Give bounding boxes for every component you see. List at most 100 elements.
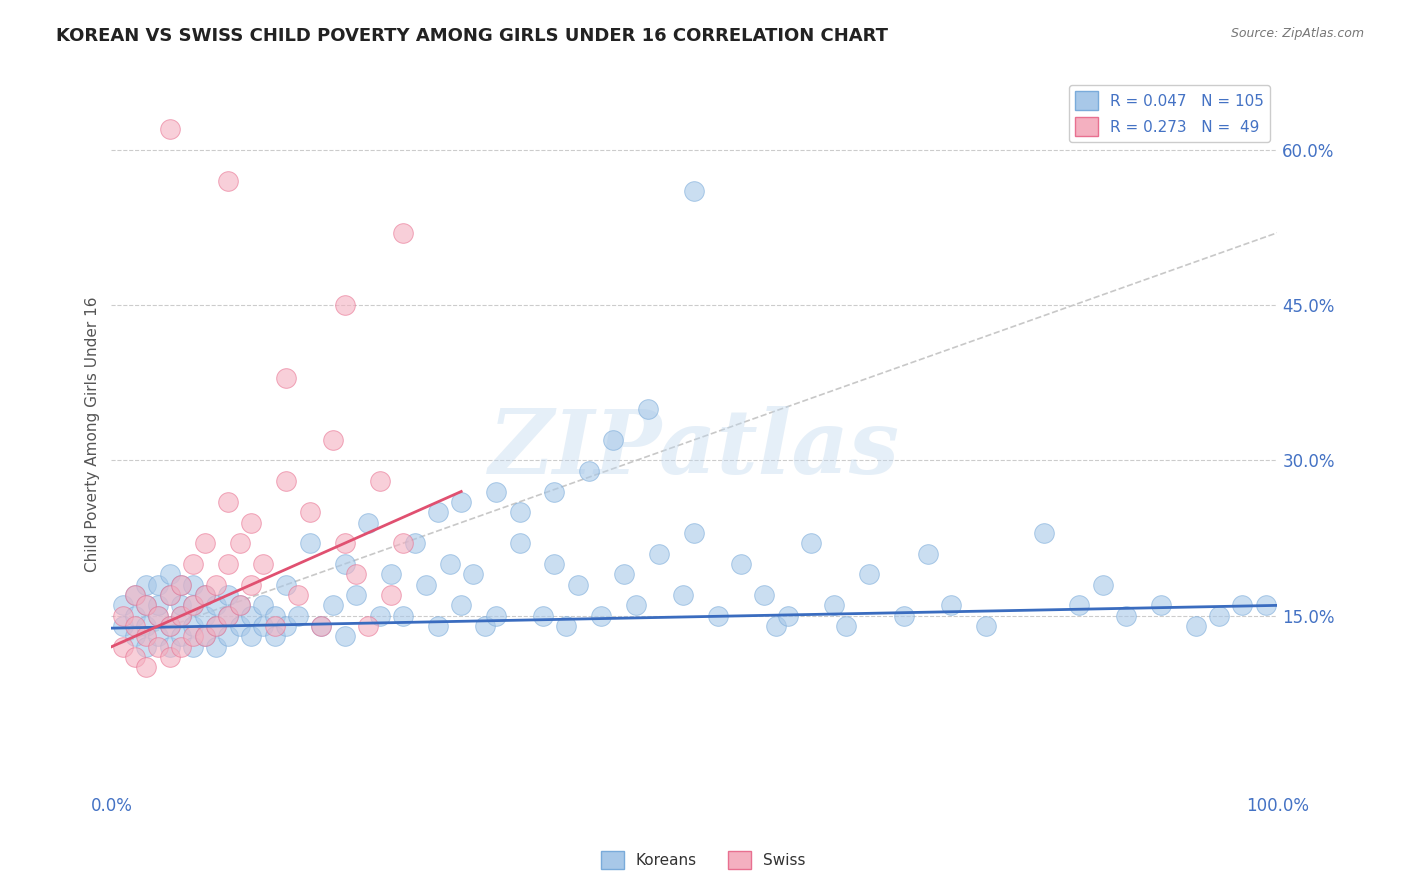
Point: [287, 608, 309, 623]
Point: [450, 599, 472, 613]
Point: [252, 619, 274, 633]
Point: [194, 608, 217, 623]
Point: [543, 557, 565, 571]
Point: [159, 650, 181, 665]
Point: [217, 608, 239, 623]
Point: [146, 608, 169, 623]
Point: [112, 640, 135, 654]
Point: [823, 599, 845, 613]
Point: [170, 640, 193, 654]
Point: [368, 474, 391, 488]
Point: [508, 536, 530, 550]
Point: [380, 588, 402, 602]
Point: [543, 484, 565, 499]
Point: [205, 599, 228, 613]
Point: [181, 577, 204, 591]
Point: [298, 505, 321, 519]
Point: [252, 557, 274, 571]
Point: [146, 629, 169, 643]
Point: [591, 608, 613, 623]
Point: [124, 650, 146, 665]
Point: [368, 608, 391, 623]
Point: [205, 577, 228, 591]
Point: [240, 577, 263, 591]
Point: [135, 629, 157, 643]
Point: [217, 495, 239, 509]
Point: [555, 619, 578, 633]
Point: [205, 640, 228, 654]
Point: [1232, 599, 1254, 613]
Point: [974, 619, 997, 633]
Point: [124, 608, 146, 623]
Point: [439, 557, 461, 571]
Point: [624, 599, 647, 613]
Point: [357, 516, 380, 530]
Point: [217, 174, 239, 188]
Point: [567, 577, 589, 591]
Point: [112, 608, 135, 623]
Point: [228, 536, 250, 550]
Point: [170, 608, 193, 623]
Point: [683, 525, 706, 540]
Point: [112, 599, 135, 613]
Point: [765, 619, 787, 633]
Point: [648, 547, 671, 561]
Point: [322, 599, 344, 613]
Point: [298, 536, 321, 550]
Point: [893, 608, 915, 623]
Point: [1150, 599, 1173, 613]
Point: [426, 505, 449, 519]
Point: [333, 557, 356, 571]
Point: [194, 629, 217, 643]
Point: [344, 567, 367, 582]
Point: [159, 567, 181, 582]
Point: [170, 629, 193, 643]
Text: ZIPatlas: ZIPatlas: [489, 406, 900, 492]
Point: [135, 619, 157, 633]
Point: [217, 629, 239, 643]
Point: [1184, 619, 1206, 633]
Point: [159, 640, 181, 654]
Point: [263, 619, 285, 633]
Point: [205, 619, 228, 633]
Point: [263, 608, 285, 623]
Point: [344, 588, 367, 602]
Point: [159, 619, 181, 633]
Point: [217, 588, 239, 602]
Point: [835, 619, 858, 633]
Point: [252, 599, 274, 613]
Point: [1115, 608, 1137, 623]
Point: [357, 619, 380, 633]
Point: [181, 599, 204, 613]
Point: [276, 474, 298, 488]
Point: [287, 588, 309, 602]
Point: [124, 588, 146, 602]
Point: [450, 495, 472, 509]
Point: [380, 567, 402, 582]
Text: Source: ZipAtlas.com: Source: ZipAtlas.com: [1230, 27, 1364, 40]
Y-axis label: Child Poverty Among Girls Under 16: Child Poverty Among Girls Under 16: [86, 297, 100, 573]
Point: [1033, 525, 1056, 540]
Point: [392, 226, 415, 240]
Point: [276, 619, 298, 633]
Point: [124, 629, 146, 643]
Point: [217, 557, 239, 571]
Point: [112, 619, 135, 633]
Point: [578, 464, 600, 478]
Point: [263, 629, 285, 643]
Point: [800, 536, 823, 550]
Point: [333, 629, 356, 643]
Point: [404, 536, 426, 550]
Point: [170, 577, 193, 591]
Point: [194, 536, 217, 550]
Point: [1254, 599, 1277, 613]
Point: [240, 516, 263, 530]
Point: [181, 640, 204, 654]
Point: [333, 298, 356, 312]
Point: [135, 599, 157, 613]
Point: [240, 629, 263, 643]
Text: KOREAN VS SWISS CHILD POVERTY AMONG GIRLS UNDER 16 CORRELATION CHART: KOREAN VS SWISS CHILD POVERTY AMONG GIRL…: [56, 27, 889, 45]
Point: [311, 619, 333, 633]
Point: [194, 588, 217, 602]
Point: [146, 599, 169, 613]
